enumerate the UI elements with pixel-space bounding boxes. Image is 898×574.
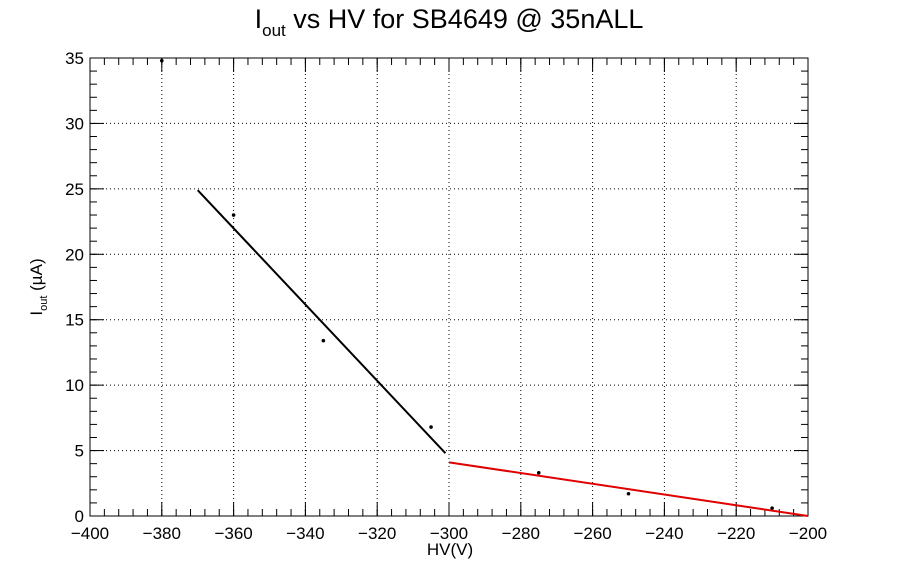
x-tick-label: −300	[430, 524, 468, 543]
data-point	[536, 471, 541, 475]
data-point	[429, 425, 433, 429]
fit-lines	[196, 189, 809, 517]
data-point	[770, 506, 774, 510]
chart-title-rest: vs HV for SB4649 @ 35nALL	[286, 4, 644, 34]
x-tick-label: −320	[358, 524, 396, 543]
x-tick-label: −360	[214, 524, 252, 543]
y-tick-label: 20	[65, 245, 84, 264]
grid	[90, 58, 808, 516]
x-tick-label: −260	[573, 524, 611, 543]
data-points	[160, 58, 774, 510]
chart-title-subscript: out	[262, 21, 286, 40]
y-tick-label: 10	[65, 376, 84, 395]
data-point	[321, 338, 326, 343]
y-tick-label: 0	[75, 507, 84, 526]
fit-line-2	[448, 461, 809, 517]
y-axis-label-subscript: out	[38, 296, 50, 311]
x-axis-label: HV(V)	[427, 540, 473, 559]
chart-title-main: I	[255, 4, 263, 34]
y-tick-labels: 0 5 10 15 20 25 30 35	[65, 49, 84, 526]
x-tick-label: −220	[717, 524, 755, 543]
x-tick-label: −340	[286, 524, 324, 543]
y-axis-label: Iout (µA)	[27, 258, 50, 315]
y-tick-label: 35	[65, 49, 84, 68]
x-tick-label: −240	[645, 524, 683, 543]
data-point	[160, 58, 164, 63]
y-tick-label: 25	[65, 180, 84, 199]
x-tick-label: −280	[502, 524, 540, 543]
x-tick-labels: −400 −380 −360 −340 −320 −300 −280 −260 −240 −220…	[71, 524, 827, 543]
y-axis-label-main: I	[27, 311, 46, 316]
x-tick-label: −400	[71, 524, 109, 543]
fit-line-1	[196, 189, 447, 454]
x-tick-label: −200	[789, 524, 827, 543]
data-point	[231, 213, 236, 217]
data-point	[626, 491, 631, 496]
chart-title: Iout vs HV for SB4649 @ 35nALL	[255, 4, 644, 40]
y-tick-label: 15	[65, 311, 84, 330]
y-axis-label-rest: (µA)	[27, 258, 46, 295]
y-tick-label: 5	[75, 442, 84, 461]
x-tick-label: −380	[143, 524, 181, 543]
y-tick-label: 30	[65, 114, 84, 133]
